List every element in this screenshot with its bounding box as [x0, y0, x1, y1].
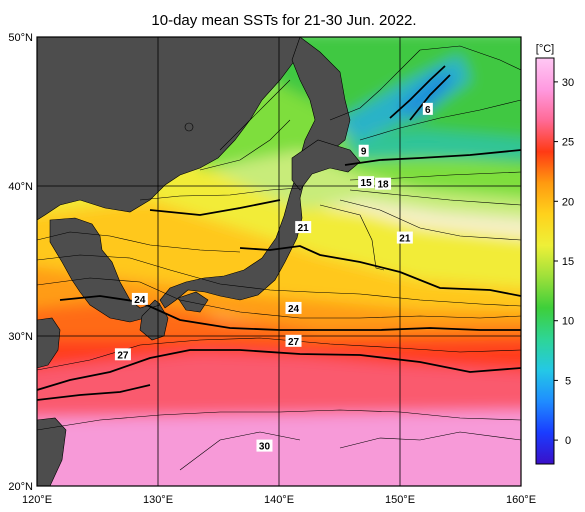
contour-label: 27 — [288, 337, 300, 348]
graticule — [37, 37, 521, 486]
lat-tick-label: 30°N — [8, 331, 33, 343]
colorbar-tick-label: 5 — [565, 375, 571, 387]
contour-label-bg — [285, 301, 302, 314]
map-panel: 6 9 15 18 21 21 24 24 27 27 30 — [36, 36, 522, 487]
contour-label-bg — [131, 292, 148, 305]
contour-label: 21 — [399, 234, 411, 245]
contour-labels: 6 9 15 18 21 21 24 24 27 27 30 — [114, 102, 433, 453]
colorbar-tick-label: 30 — [562, 77, 574, 89]
colorbar-tick-label: 15 — [562, 256, 574, 268]
contour-label: 9 — [361, 147, 367, 158]
contour-label: 18 — [377, 180, 389, 191]
contour-label: 21 — [298, 223, 310, 234]
contour-label-bg — [375, 177, 392, 190]
lat-tick-label: 50°N — [8, 32, 33, 44]
colorbar-tick-label: 20 — [562, 196, 574, 208]
contour-label: 6 — [425, 105, 431, 116]
contour-label-bg — [396, 231, 413, 244]
lon-tick-label: 120°E — [22, 494, 52, 506]
contour-label-bg — [358, 176, 375, 189]
sst-field — [37, 37, 521, 486]
lat-axis: 50°N 40°N 30°N 20°N — [8, 32, 33, 493]
colorbar-ticks: 30 25 20 15 10 5 0 — [554, 77, 574, 447]
contour-label: 24 — [288, 304, 300, 315]
colorbar-tick-label: 25 — [562, 137, 574, 149]
colorbar-tick-label: 10 — [562, 316, 574, 328]
lon-tick-label: 150°E — [385, 494, 415, 506]
contour-label: 24 — [134, 295, 146, 306]
colorbar: [°C] 30 25 20 15 10 5 0 — [535, 43, 574, 465]
contour-label-bg — [285, 334, 302, 347]
figure-title: 10-day mean SSTs for 21-30 Jun. 2022. — [151, 12, 416, 29]
contour-label-bg — [114, 348, 131, 361]
minor-contours — [37, 45, 521, 471]
contour-label: 30 — [259, 442, 271, 453]
lon-tick-label: 140°E — [264, 494, 294, 506]
colorbar-tick-label: 0 — [565, 435, 571, 447]
lon-tick-label: 160°E — [506, 494, 536, 506]
colorbar-unit: [°C] — [536, 43, 554, 55]
contour-label: 15 — [361, 178, 373, 189]
contour-label: 27 — [117, 350, 129, 361]
colorbar-scale — [535, 57, 555, 465]
lat-tick-label: 20°N — [8, 481, 33, 493]
map-frame — [36, 36, 522, 487]
major-contours — [37, 65, 521, 401]
lon-tick-label: 130°E — [143, 494, 173, 506]
contour-label-bg — [295, 221, 312, 234]
contour-label-bg — [256, 439, 273, 452]
contour-label-bg — [358, 144, 369, 157]
lat-tick-label: 40°N — [8, 181, 33, 193]
contour-label-bg — [422, 102, 433, 115]
lon-axis: 120°E 130°E 140°E 150°E 160°E — [22, 494, 536, 506]
